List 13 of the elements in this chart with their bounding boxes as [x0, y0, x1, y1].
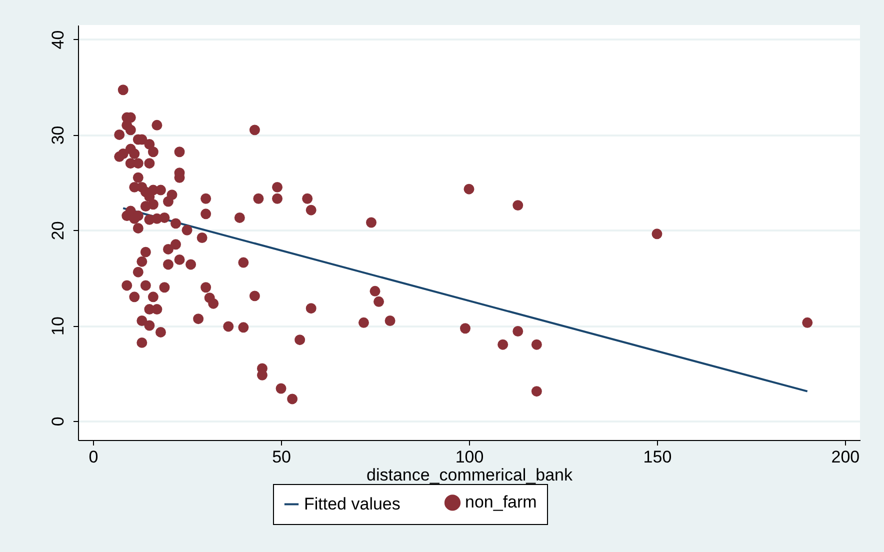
- y-tick-label: 40: [48, 30, 68, 50]
- y-tick-label: 10: [48, 316, 68, 336]
- legend-label: Fitted values: [304, 494, 400, 514]
- y-tick-label: 20: [48, 221, 68, 240]
- y-tick-label: 30: [48, 126, 68, 145]
- x-tick-label: 100: [455, 448, 484, 466]
- x-tick-label: 50: [272, 448, 291, 466]
- x-axis-title: distance_commerical_bank: [366, 466, 573, 484]
- x-tick-label: 200: [831, 448, 860, 466]
- x-tick-label: 150: [643, 448, 672, 466]
- legend-label: non_farm: [465, 492, 537, 512]
- x-tick-label: 0: [88, 448, 98, 466]
- y-tick-label: 0: [48, 416, 68, 426]
